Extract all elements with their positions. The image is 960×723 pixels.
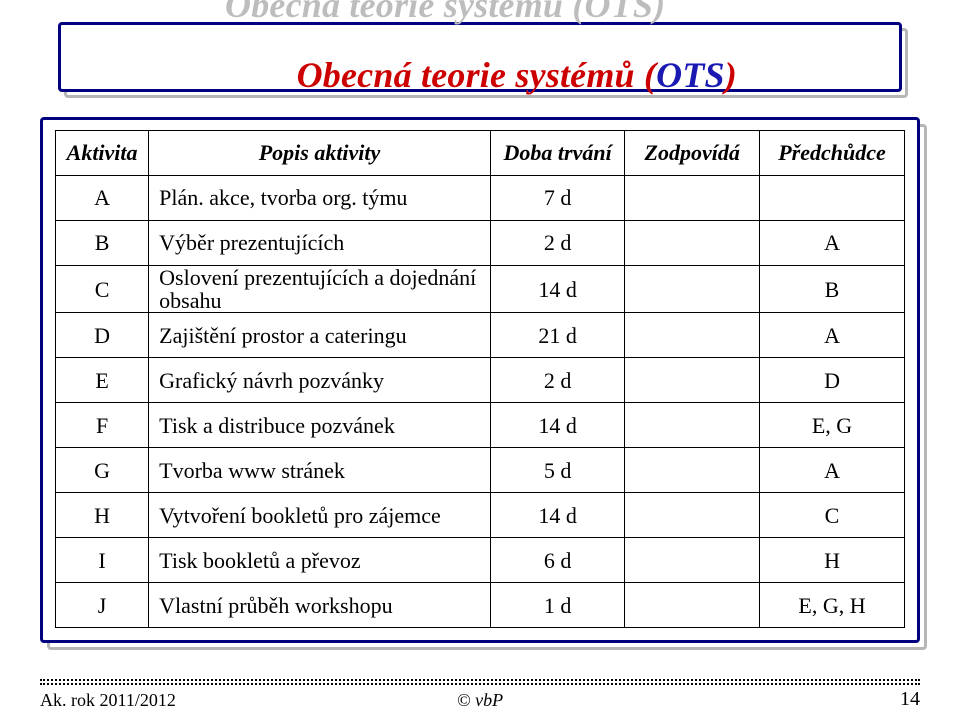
cell-desc: Tisk bookletů a převoz xyxy=(149,538,491,583)
table-row: GTvorba www stránek5 d A xyxy=(56,448,905,493)
cell-id: I xyxy=(56,538,149,583)
cell-dur: 14 d xyxy=(490,403,625,448)
cell-id: B xyxy=(56,221,149,266)
table-row: HVytvoření bookletů pro zájemce14 d C xyxy=(56,493,905,538)
title-top-text: Obecná teorie systémů (OTS) xyxy=(297,55,737,95)
cell-pred: D xyxy=(760,358,905,403)
cell-desc: Grafický návrh pozvánky xyxy=(149,358,491,403)
cell-desc: Vlastní průběh workshopu xyxy=(149,583,491,628)
cell-desc: Plán. akce, tvorba org. týmu xyxy=(149,176,491,221)
table-row: COslovení prezentujících a dojednání obs… xyxy=(56,266,905,313)
cell-desc: Oslovení prezentujících a dojednání obsa… xyxy=(149,266,491,313)
table-container: Aktivita Popis aktivity Doba trvání Zodp… xyxy=(40,117,920,643)
cell-pred: C xyxy=(760,493,905,538)
table-row: EGrafický návrh pozvánky2 d D xyxy=(56,358,905,403)
footer-page-number: 14 xyxy=(900,688,920,711)
cell-id: D xyxy=(56,313,149,358)
cell-desc: Zajištění prostor a cateringu xyxy=(149,313,491,358)
cell-dur: 6 d xyxy=(490,538,625,583)
footer-separator-2 xyxy=(40,683,920,685)
cell-pred: B xyxy=(760,266,905,313)
cell-pred: E, G xyxy=(760,403,905,448)
slide-title: Obecná teorie systémů (OTS) Obecná teori… xyxy=(223,0,737,129)
table-header-row: Aktivita Popis aktivity Doba trvání Zodp… xyxy=(56,131,905,176)
cell-resp xyxy=(625,358,760,403)
title-acronym: OTS xyxy=(656,55,725,95)
col-header-doba: Doba trvání xyxy=(490,131,625,176)
table-row: APlán. akce, tvorba org. týmu7 d xyxy=(56,176,905,221)
cell-id: A xyxy=(56,176,149,221)
cell-dur: 2 d xyxy=(490,221,625,266)
table-row: FTisk a distribuce pozvánek14 d E, G xyxy=(56,403,905,448)
cell-resp xyxy=(625,221,760,266)
cell-id: E xyxy=(56,358,149,403)
col-header-aktivita: Aktivita xyxy=(56,131,149,176)
cell-desc: Výběr prezentujících xyxy=(149,221,491,266)
table-box-front: Aktivita Popis aktivity Doba trvání Zodp… xyxy=(40,117,920,643)
footer-center: © vbP xyxy=(0,690,960,711)
cell-pred: A xyxy=(760,448,905,493)
cell-resp xyxy=(625,176,760,221)
cell-dur: 14 d xyxy=(490,266,625,313)
slide: Obecná teorie systémů (OTS) Obecná teori… xyxy=(0,0,960,723)
title-paren-close: ) xyxy=(725,55,737,95)
table-row: BVýběr prezentujících2 d A xyxy=(56,221,905,266)
cell-id: H xyxy=(56,493,149,538)
cell-dur: 21 d xyxy=(490,313,625,358)
cell-dur: 7 d xyxy=(490,176,625,221)
title-paren-open: ( xyxy=(644,55,656,95)
cell-dur: 5 d xyxy=(490,448,625,493)
cell-resp xyxy=(625,583,760,628)
cell-resp xyxy=(625,538,760,583)
title-prefix: Obecná teorie systémů xyxy=(297,55,644,95)
cell-dur: 1 d xyxy=(490,583,625,628)
cell-desc: Tisk a distribuce pozvánek xyxy=(149,403,491,448)
footer-separator-1 xyxy=(40,679,920,681)
cell-id: J xyxy=(56,583,149,628)
cell-id: F xyxy=(56,403,149,448)
cell-resp xyxy=(625,403,760,448)
table-row: JVlastní průběh workshopu1 d E, G, H xyxy=(56,583,905,628)
table-header: Aktivita Popis aktivity Doba trvání Zodp… xyxy=(56,131,905,176)
table-row: DZajištění prostor a cateringu21 d A xyxy=(56,313,905,358)
cell-pred: H xyxy=(760,538,905,583)
cell-resp xyxy=(625,266,760,313)
title-box-front: Obecná teorie systémů (OTS) Obecná teori… xyxy=(58,22,902,92)
title-box: Obecná teorie systémů (OTS) Obecná teori… xyxy=(58,22,902,92)
cell-dur: 2 d xyxy=(490,358,625,403)
cell-resp xyxy=(625,313,760,358)
cell-pred xyxy=(760,176,905,221)
table-body: APlán. akce, tvorba org. týmu7 dBVýběr p… xyxy=(56,176,905,628)
cell-id: G xyxy=(56,448,149,493)
cell-id: C xyxy=(56,266,149,313)
title-shadow-text: Obecná teorie systémů (OTS) xyxy=(225,0,665,23)
cell-desc: Vytvoření bookletů pro zájemce xyxy=(149,493,491,538)
cell-pred: A xyxy=(760,313,905,358)
col-header-zodpovida: Zodpovídá xyxy=(625,131,760,176)
col-header-predchudce: Předchůdce xyxy=(760,131,905,176)
cell-desc: Tvorba www stránek xyxy=(149,448,491,493)
cell-resp xyxy=(625,493,760,538)
cell-pred: E, G, H xyxy=(760,583,905,628)
cell-pred: A xyxy=(760,221,905,266)
cell-resp xyxy=(625,448,760,493)
table-row: ITisk bookletů a převoz6 d H xyxy=(56,538,905,583)
activities-table: Aktivita Popis aktivity Doba trvání Zodp… xyxy=(55,130,905,628)
col-header-popis: Popis aktivity xyxy=(149,131,491,176)
cell-dur: 14 d xyxy=(490,493,625,538)
